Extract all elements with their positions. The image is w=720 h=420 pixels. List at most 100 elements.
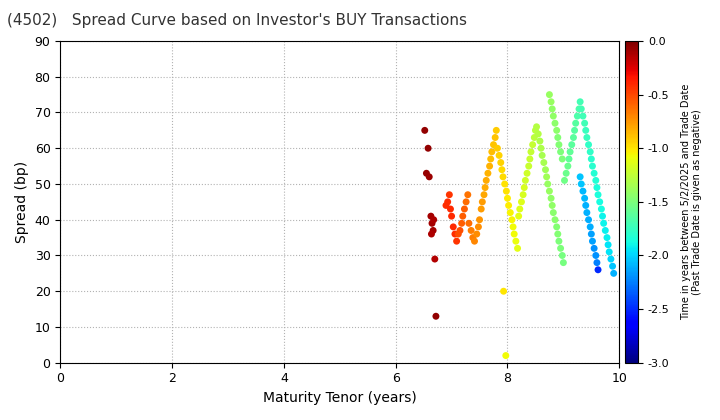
Point [512, 245, 523, 252]
Point [506, 216, 518, 223]
Point [420, 170, 432, 177]
Point [548, 113, 559, 119]
Point [557, 155, 568, 162]
Point [425, 213, 436, 220]
Point [493, 152, 505, 159]
Point [429, 256, 441, 262]
Point [557, 252, 568, 259]
Point [480, 184, 491, 191]
Point [426, 231, 437, 237]
Point [467, 234, 479, 241]
Point [498, 288, 509, 294]
Point [575, 173, 586, 180]
Point [505, 209, 516, 216]
Point [587, 163, 598, 170]
Y-axis label: Time in years between 5/2/2025 and Trade Date
(Past Trade Date is given as negat: Time in years between 5/2/2025 and Trade… [680, 84, 702, 320]
Point [544, 91, 555, 98]
Point [593, 266, 604, 273]
Point [445, 206, 456, 213]
Point [552, 134, 564, 141]
Point [577, 113, 589, 119]
Point [572, 113, 583, 119]
Point [430, 313, 441, 320]
Point [492, 145, 503, 152]
Point [594, 199, 606, 205]
Point [566, 141, 577, 148]
Point [557, 259, 569, 266]
Point [486, 148, 498, 155]
Point [580, 202, 592, 209]
Point [585, 148, 596, 155]
Point [595, 206, 607, 213]
Point [540, 166, 552, 173]
Point [590, 177, 602, 184]
Point [456, 220, 467, 227]
Point [528, 134, 540, 141]
Point [608, 270, 619, 277]
Point [582, 216, 594, 223]
Point [591, 184, 603, 191]
Point [585, 223, 596, 230]
Point [593, 192, 604, 198]
Point [563, 155, 575, 162]
Point [508, 231, 520, 237]
Point [587, 238, 598, 244]
Point [503, 202, 514, 209]
Point [474, 216, 485, 223]
Point [463, 220, 474, 227]
Point [588, 170, 600, 177]
Point [560, 170, 572, 177]
Point [533, 131, 544, 137]
Point [542, 181, 554, 187]
Point [601, 234, 613, 241]
Point [546, 202, 558, 209]
Point [545, 98, 557, 105]
Point [525, 148, 536, 155]
Point [508, 223, 519, 230]
Point [545, 195, 557, 202]
Point [575, 98, 586, 105]
Point [499, 181, 510, 187]
Point [546, 105, 558, 112]
Point [544, 188, 555, 194]
Point [551, 223, 562, 230]
Point [472, 223, 484, 230]
Point [448, 223, 459, 230]
Point [597, 213, 608, 220]
Point [453, 231, 464, 237]
Point [553, 238, 564, 244]
Point [457, 213, 469, 220]
Point [451, 238, 462, 244]
Point [446, 213, 457, 220]
Point [607, 263, 618, 270]
Point [460, 199, 472, 205]
Point [564, 148, 576, 155]
Point [555, 148, 567, 155]
Point [502, 195, 513, 202]
Point [454, 227, 466, 234]
Point [551, 127, 562, 134]
Point [534, 138, 546, 144]
Point [575, 181, 587, 187]
Point [490, 134, 501, 141]
Point [516, 199, 527, 205]
Point [520, 177, 531, 184]
Point [579, 120, 590, 126]
Point [449, 231, 461, 237]
Point [553, 141, 564, 148]
Point [477, 199, 488, 205]
Point [582, 141, 594, 148]
Point [530, 127, 541, 134]
Point [605, 256, 616, 262]
Point [579, 195, 590, 202]
Point [570, 120, 582, 126]
Point [485, 155, 497, 162]
Point [559, 177, 570, 184]
Point [459, 206, 470, 213]
Point [484, 163, 495, 170]
Point [538, 159, 549, 166]
Point [482, 170, 494, 177]
Point [490, 127, 502, 134]
Point [465, 227, 477, 234]
Point [567, 134, 579, 141]
